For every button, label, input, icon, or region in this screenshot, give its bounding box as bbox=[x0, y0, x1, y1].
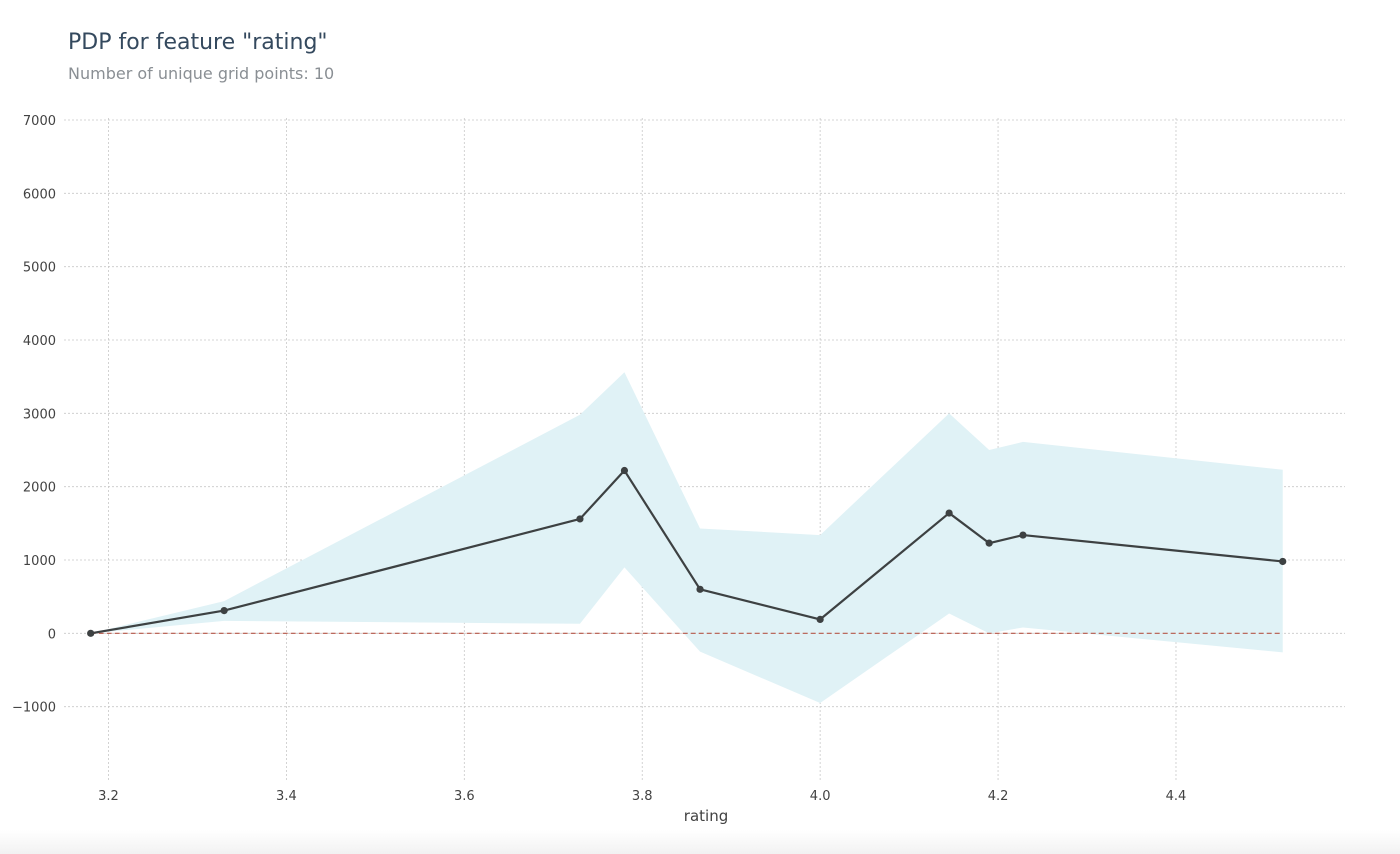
y-tick-label: −1000 bbox=[12, 701, 56, 716]
chart-subtitle: Number of unique grid points: 10 bbox=[68, 64, 335, 83]
pdp-line bbox=[90, 469, 1283, 635]
y-tick-label: 0 bbox=[48, 627, 56, 642]
x-tick-label: 4.2 bbox=[988, 789, 1009, 804]
bottom-fade bbox=[0, 830, 1400, 854]
x-axis-ticks: 3.2 3.4 3.6 3.8 4.0 4.2 4.4 bbox=[98, 789, 1186, 804]
y-tick-label: 5000 bbox=[23, 261, 56, 276]
pdp-point bbox=[945, 509, 953, 517]
confidence-band bbox=[90, 372, 1283, 703]
y-tick-label: 1000 bbox=[23, 554, 56, 569]
y-tick-label: 2000 bbox=[23, 481, 56, 496]
pdp-point bbox=[696, 585, 704, 593]
pdp-point bbox=[576, 515, 584, 523]
y-axis-ticks: −1000 0 1000 2000 3000 4000 5000 6000 7000 bbox=[12, 114, 56, 716]
y-tick-label: 6000 bbox=[23, 187, 56, 202]
confidence-band-layer bbox=[90, 372, 1283, 703]
grid-lines bbox=[64, 118, 1345, 780]
pdp-point bbox=[1279, 557, 1287, 566]
pdp-point bbox=[620, 466, 629, 475]
x-tick-label: 4.4 bbox=[1166, 789, 1187, 804]
pdp-line-layer bbox=[90, 469, 1283, 635]
pdp-points-layer bbox=[87, 466, 1287, 637]
x-axis-label: rating bbox=[684, 807, 728, 825]
y-tick-label: 7000 bbox=[23, 114, 56, 129]
x-tick-label: 3.8 bbox=[632, 789, 653, 804]
y-tick-label: 3000 bbox=[23, 407, 56, 422]
chart-title: PDP for feature "rating" bbox=[68, 30, 328, 55]
pdp-point bbox=[87, 629, 95, 637]
x-tick-label: 3.4 bbox=[276, 789, 297, 804]
pdp-point bbox=[816, 615, 824, 624]
x-tick-label: 4.0 bbox=[810, 789, 831, 804]
y-tick-label: 4000 bbox=[23, 334, 56, 349]
pdp-point bbox=[220, 607, 228, 615]
x-tick-label: 3.6 bbox=[454, 789, 475, 804]
x-tick-label: 3.2 bbox=[98, 789, 119, 804]
pdp-point bbox=[985, 539, 993, 547]
pdp-point bbox=[1019, 531, 1027, 539]
